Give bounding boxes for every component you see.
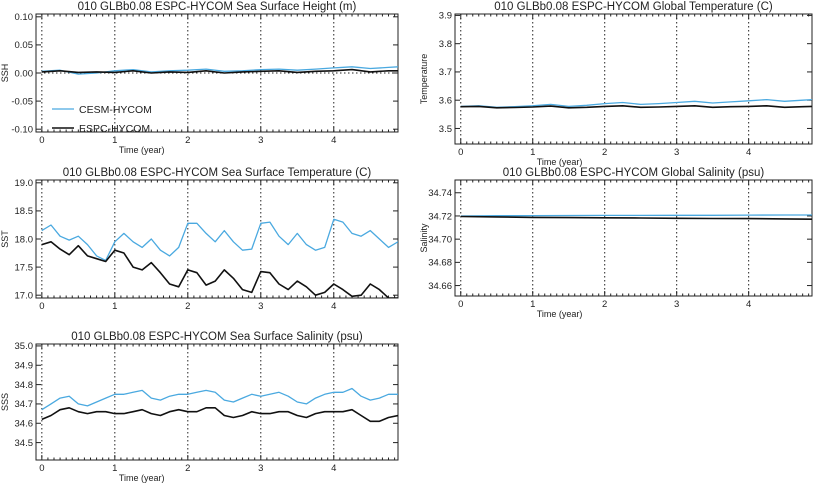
series-line-cesm-hycom bbox=[460, 98, 812, 108]
x-tick-label: 0 bbox=[458, 299, 463, 310]
series-line-espc-hycom bbox=[460, 105, 812, 109]
x-tick-label: 4 bbox=[331, 301, 336, 312]
y-tick-label: 0.05 bbox=[15, 40, 34, 51]
y-axis-label: Temperature bbox=[419, 54, 429, 105]
x-tick-label: 2 bbox=[602, 299, 607, 310]
x-tick-label: 2 bbox=[185, 301, 190, 312]
x-tick-label: 0 bbox=[39, 463, 44, 474]
y-tick-label: 18.0 bbox=[15, 234, 34, 245]
y-tick-label: 3.7 bbox=[439, 67, 452, 78]
y-tick-label: 34.72 bbox=[428, 211, 452, 222]
x-tick-label: 1 bbox=[112, 301, 117, 312]
y-tick-label: 0.00 bbox=[15, 68, 34, 79]
y-axis-label: SSH bbox=[0, 64, 10, 83]
x-tick-label: 2 bbox=[602, 147, 607, 158]
chart-panel-sss: 010 GLBb0.08 ESPC-HYCOM Sea Surface Sali… bbox=[0, 331, 399, 483]
y-tick-label: 18.5 bbox=[15, 206, 34, 217]
x-tick-label: 3 bbox=[258, 301, 263, 312]
y-tick-label: 0.10 bbox=[15, 12, 34, 23]
x-axis-label: Time (year) bbox=[537, 309, 583, 319]
y-tick-label: -0.05 bbox=[11, 96, 33, 107]
chart-panel-gsal: 010 GLBb0.08 ESPC-HYCOM Global Salinity … bbox=[419, 167, 813, 319]
x-tick-label: 2 bbox=[185, 135, 190, 146]
y-axis-label: Salinity bbox=[419, 223, 429, 253]
x-tick-label: 4 bbox=[331, 135, 336, 146]
y-tick-label: 34.70 bbox=[428, 234, 452, 245]
x-tick-label: 3 bbox=[258, 463, 263, 474]
plot-frame bbox=[454, 179, 813, 297]
y-tick-label: 34.68 bbox=[428, 258, 452, 269]
x-tick-label: 3 bbox=[258, 135, 263, 146]
chart-title: 010 GLBb0.08 ESPC-HYCOM Sea Surface Temp… bbox=[63, 167, 372, 179]
y-tick-label: 3.6 bbox=[439, 95, 452, 106]
x-tick-label: 4 bbox=[746, 147, 751, 158]
series-line-cesm-hycom bbox=[41, 218, 398, 262]
y-tick-label: 34.7 bbox=[15, 399, 34, 410]
y-tick-label: 3.8 bbox=[439, 39, 452, 50]
plot-frame bbox=[35, 343, 399, 461]
y-tick-label: 34.8 bbox=[15, 380, 34, 391]
y-tick-label: 34.66 bbox=[428, 281, 452, 292]
chart-title: 010 GLBb0.08 ESPC-HYCOM Sea Surface Heig… bbox=[78, 1, 357, 13]
y-tick-label: 34.9 bbox=[15, 361, 34, 372]
y-axis-label: SST bbox=[0, 230, 10, 248]
x-tick-label: 1 bbox=[112, 135, 117, 146]
chart-title: 010 GLBb0.08 ESPC-HYCOM Global Temperatu… bbox=[494, 1, 773, 13]
y-axis-label: SSS bbox=[0, 393, 10, 411]
series-line-espc-hycom bbox=[41, 68, 398, 74]
legend-label: CESM-HYCOM bbox=[79, 104, 152, 116]
x-tick-label: 4 bbox=[331, 463, 336, 474]
y-tick-label: 19.0 bbox=[15, 178, 34, 189]
y-tick-label: 3.9 bbox=[439, 11, 452, 22]
x-axis-label: Time (year) bbox=[119, 145, 165, 155]
series-line-espc-hycom bbox=[41, 241, 398, 298]
series-line-cesm-hycom bbox=[460, 214, 812, 217]
y-tick-label: 3.5 bbox=[439, 124, 452, 135]
x-tick-label: 0 bbox=[39, 135, 44, 146]
x-tick-label: 3 bbox=[674, 147, 679, 158]
plot-frame bbox=[454, 13, 813, 145]
x-axis-label: Time (year) bbox=[119, 473, 165, 483]
chart-panel-sst: 010 GLBb0.08 ESPC-HYCOM Sea Surface Temp… bbox=[0, 167, 399, 312]
x-tick-label: 2 bbox=[185, 463, 190, 474]
x-tick-label: 1 bbox=[530, 147, 535, 158]
chart-title: 010 GLBb0.08 ESPC-HYCOM Global Salinity … bbox=[503, 167, 765, 179]
y-tick-label: 34.74 bbox=[428, 188, 452, 199]
x-tick-label: 1 bbox=[530, 299, 535, 310]
chart-panel-ssh: 010 GLBb0.08 ESPC-HYCOM Sea Surface Heig… bbox=[0, 1, 399, 155]
y-tick-label: 35.0 bbox=[15, 341, 34, 352]
x-tick-label: 3 bbox=[674, 299, 679, 310]
x-tick-label: 0 bbox=[39, 301, 44, 312]
series-line-espc-hycom bbox=[460, 215, 812, 220]
chart-panel-gtemp: 010 GLBb0.08 ESPC-HYCOM Global Temperatu… bbox=[419, 1, 813, 167]
y-tick-label: 34.6 bbox=[15, 419, 34, 430]
y-tick-label: 17.5 bbox=[15, 262, 34, 273]
x-tick-label: 1 bbox=[112, 463, 117, 474]
series-line-espc-hycom bbox=[41, 406, 398, 423]
x-axis-label: Time (year) bbox=[537, 157, 583, 167]
legend-label: ESPC-HYCOM bbox=[79, 123, 150, 135]
y-tick-label: 17.0 bbox=[15, 290, 34, 301]
series-line-cesm-hycom bbox=[41, 387, 398, 411]
y-tick-label: 34.5 bbox=[15, 438, 34, 449]
x-tick-label: 4 bbox=[746, 299, 751, 310]
chart-title: 010 GLBb0.08 ESPC-HYCOM Sea Surface Sali… bbox=[71, 331, 363, 343]
x-tick-label: 0 bbox=[458, 147, 463, 158]
y-tick-label: -0.10 bbox=[11, 124, 33, 135]
